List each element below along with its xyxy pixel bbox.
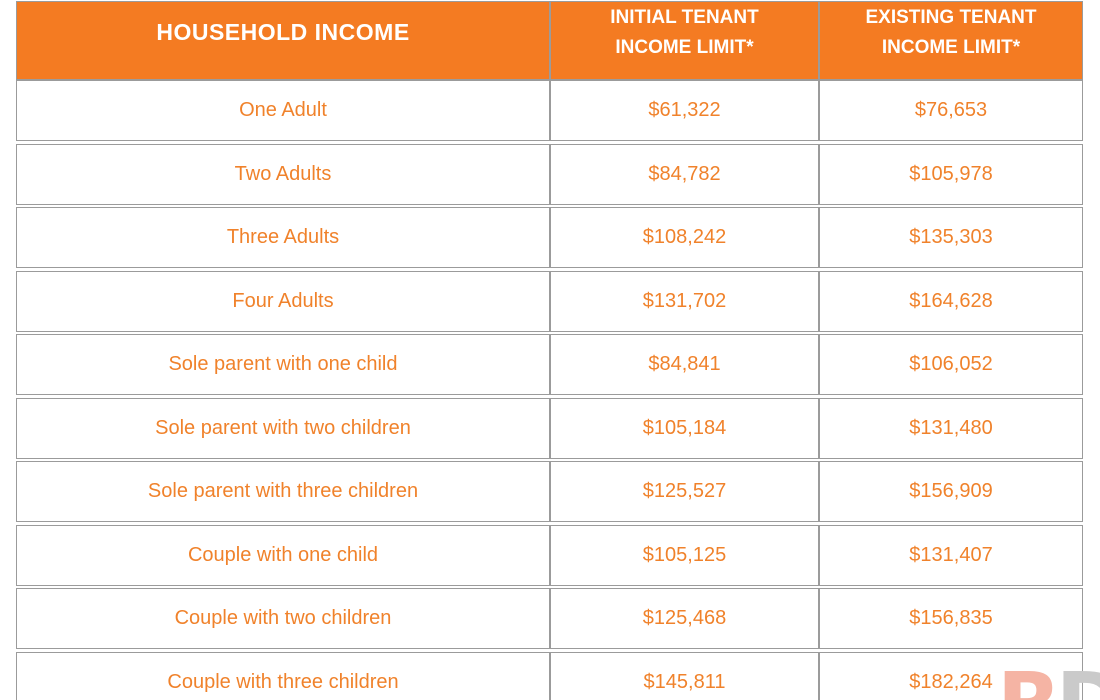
initial-limit-cell: $84,782 xyxy=(550,143,819,205)
table-row: Sole parent with two children $105,184 $13… xyxy=(16,397,1083,459)
table-row: One Adult $61,322 $76,653 xyxy=(16,80,1083,141)
column-header-existing-tenant-income-limit: EXISTING TENANT INCOME LIMIT* xyxy=(819,1,1083,80)
household-type-cell: One Adult xyxy=(16,80,550,141)
existing-limit-cell: $131,407 xyxy=(819,524,1083,586)
household-type-cell: Couple with two children xyxy=(16,588,550,649)
table-row: Two Adults $84,782 $105,978 xyxy=(16,143,1083,205)
table-row: Three Adults $108,242 $135,303 xyxy=(16,207,1083,268)
household-type-cell: Sole parent with two children xyxy=(16,397,550,459)
household-type-cell: Four Adults xyxy=(16,270,550,332)
household-income-table: HOUSEHOLD INCOME INITIAL TENANT INCOME L… xyxy=(16,1,1083,700)
column-header-household-income: HOUSEHOLD INCOME xyxy=(16,1,550,80)
table-row: Four Adults $131,702 $164,628 xyxy=(16,270,1083,332)
existing-limit-cell: $156,835 xyxy=(819,588,1083,649)
initial-limit-cell: $108,242 xyxy=(550,207,819,268)
existing-limit-cell: $135,303 xyxy=(819,207,1083,268)
initial-limit-cell: $61,322 xyxy=(550,80,819,141)
existing-limit-cell: $131,480 xyxy=(819,397,1083,459)
table-row: Couple with two children $125,468 $156,835 xyxy=(16,588,1083,649)
household-type-cell: Three Adults xyxy=(16,207,550,268)
existing-limit-cell: $164,628 xyxy=(819,270,1083,332)
table-body: One Adult $61,322 $76,653 Two Adults $84,782… xyxy=(16,80,1083,700)
existing-limit-cell: $156,909 xyxy=(819,461,1083,522)
initial-limit-cell: $105,184 xyxy=(550,397,819,459)
existing-limit-cell: $76,653 xyxy=(819,80,1083,141)
table-row: Sole parent with one child $84,841 $106,05… xyxy=(16,334,1083,395)
household-type-cell: Sole parent with one child xyxy=(16,334,550,395)
existing-limit-cell: $182,264 xyxy=(819,651,1083,700)
initial-limit-cell: $125,527 xyxy=(550,461,819,522)
column-header-initial-tenant-income-limit: INITIAL TENANT INCOME LIMIT* xyxy=(550,1,819,80)
initial-limit-cell: $145,811 xyxy=(550,651,819,700)
household-type-cell: Couple with three children xyxy=(16,651,550,700)
existing-limit-cell: $105,978 xyxy=(819,143,1083,205)
existing-limit-cell: $106,052 xyxy=(819,334,1083,395)
table-row: Couple with one child $105,125 $131,407 xyxy=(16,524,1083,586)
initial-limit-cell: $131,702 xyxy=(550,270,819,332)
household-type-cell: Couple with one child xyxy=(16,524,550,586)
household-type-cell: Sole parent with three children xyxy=(16,461,550,522)
table-row: Sole parent with three children $125,527 $… xyxy=(16,461,1083,522)
initial-limit-cell: $105,125 xyxy=(550,524,819,586)
initial-limit-cell: $125,468 xyxy=(550,588,819,649)
initial-limit-cell: $84,841 xyxy=(550,334,819,395)
table-row: Couple with three children $145,811 $182,2… xyxy=(16,651,1083,700)
household-type-cell: Two Adults xyxy=(16,143,550,205)
table-header-row: HOUSEHOLD INCOME INITIAL TENANT INCOME L… xyxy=(16,1,1083,80)
